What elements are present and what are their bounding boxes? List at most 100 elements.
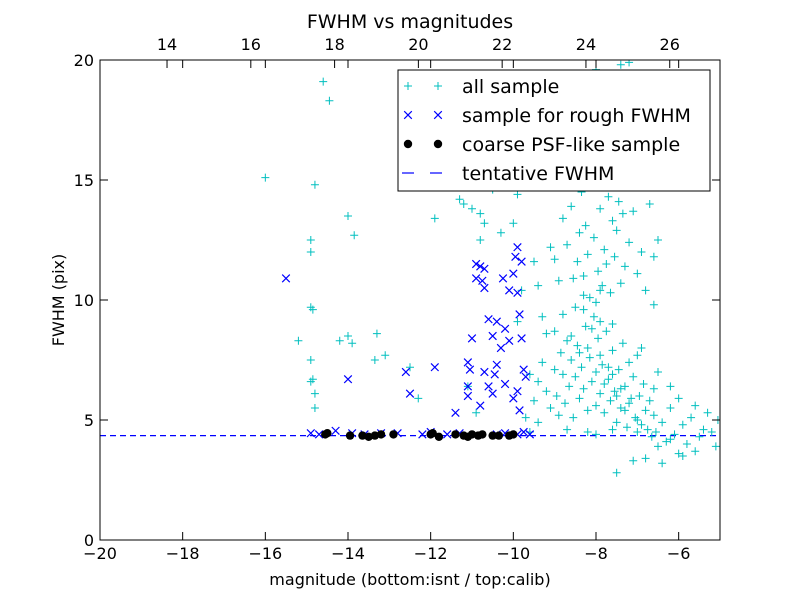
data-point (649, 384, 658, 393)
data-point (635, 392, 644, 400)
data-point (478, 276, 487, 286)
data-point (583, 344, 592, 352)
data-point (476, 401, 485, 410)
data-point (604, 363, 613, 372)
legend-entry: sample for rough FWHM (403, 105, 691, 127)
data-point (472, 408, 481, 417)
data-point (513, 288, 522, 298)
data-point (323, 429, 332, 438)
data-point (530, 396, 538, 405)
legend-box (397, 69, 711, 192)
data-point (569, 274, 578, 283)
data-point (496, 228, 505, 237)
data-point (691, 401, 700, 410)
data-point (534, 377, 543, 386)
data-point (418, 430, 427, 439)
data-point (594, 267, 603, 276)
data-point (306, 377, 315, 386)
y-tick-label: 0 (84, 531, 94, 550)
data-point (637, 420, 646, 429)
data-point (649, 300, 658, 309)
legend-swatch (403, 110, 413, 120)
data-point (455, 195, 464, 204)
data-point (451, 408, 460, 418)
data-point (542, 329, 551, 338)
data-point (325, 96, 334, 105)
data-point (571, 303, 580, 312)
data-point (589, 312, 598, 321)
data-point (530, 257, 538, 266)
legend-swatch (403, 139, 413, 149)
x-tick-label: −20 (83, 544, 117, 563)
data-point (654, 442, 662, 451)
legend-swatch (433, 139, 443, 149)
data-point (639, 380, 648, 388)
data-point (625, 60, 634, 67)
data-point (521, 372, 530, 382)
data-point (583, 428, 592, 436)
data-point (476, 209, 485, 218)
data-point (344, 332, 352, 340)
data-point (581, 322, 590, 331)
data-point (484, 382, 493, 391)
x-tick-label: −10 (496, 544, 530, 563)
data-point (468, 204, 476, 213)
data-point (430, 214, 439, 223)
data-point (550, 255, 559, 264)
data-point (480, 264, 489, 274)
data-point (471, 259, 481, 269)
data-point (620, 382, 629, 391)
data-point (596, 317, 605, 326)
data-point (604, 192, 613, 201)
data-point (561, 399, 569, 408)
data-point (583, 250, 592, 259)
data-point (571, 372, 580, 381)
data-point (674, 449, 683, 458)
data-point (592, 430, 600, 439)
data-point (306, 248, 315, 256)
data-point (500, 379, 510, 389)
data-point (504, 336, 514, 346)
data-point (467, 334, 477, 343)
data-point (577, 363, 586, 372)
data-point (600, 380, 609, 388)
data-point (492, 317, 502, 326)
legend-entry: coarse PSF-like sample (403, 134, 680, 156)
data-point (573, 341, 582, 350)
data-point (310, 180, 319, 189)
data-point (625, 399, 634, 408)
data-point (598, 281, 607, 290)
data-point (596, 389, 605, 398)
data-point (350, 231, 359, 240)
data-point (620, 406, 629, 415)
data-point (592, 401, 600, 410)
data-point (345, 431, 355, 440)
data-point (623, 423, 631, 432)
data-point (451, 430, 460, 439)
data-point (476, 236, 485, 244)
data-point (494, 431, 504, 440)
x-axis-label: magnitude (bottom:isnt / top:calib) (269, 570, 550, 589)
data-point (637, 344, 646, 352)
data-point (389, 430, 398, 439)
data-point (509, 394, 518, 403)
data-point (558, 214, 567, 223)
data-point (344, 212, 352, 220)
data-point (614, 197, 623, 206)
data-point (498, 274, 508, 283)
data-point (641, 286, 650, 295)
data-point (331, 426, 340, 436)
data-point (592, 368, 600, 376)
data-point (573, 257, 582, 266)
data-point (319, 77, 328, 86)
data-point (616, 60, 625, 69)
data-point (480, 367, 489, 377)
data-point (463, 382, 473, 391)
data-point (674, 394, 683, 403)
data-point (598, 360, 607, 369)
data-point (649, 411, 658, 420)
data-point (484, 314, 493, 324)
data-point (641, 454, 650, 463)
data-point (585, 353, 594, 362)
top-x-tick-label: 20 (408, 35, 428, 54)
